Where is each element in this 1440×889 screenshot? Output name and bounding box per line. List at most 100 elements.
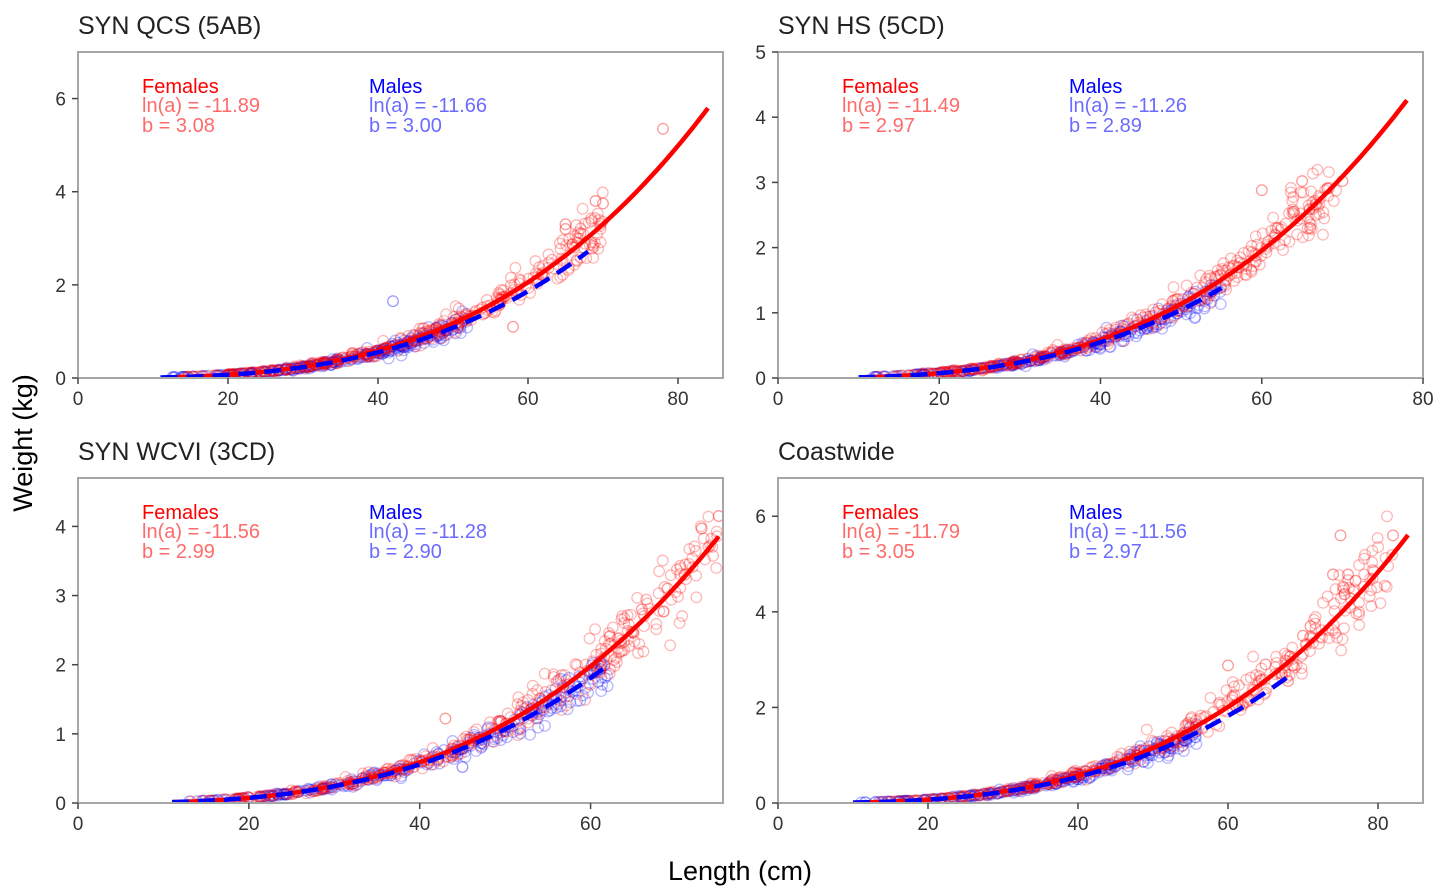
panel-frame — [777, 477, 1424, 804]
female-point — [656, 554, 669, 567]
female-point — [1313, 637, 1325, 650]
female-point — [1350, 607, 1363, 620]
female-point — [1240, 269, 1253, 282]
female-point — [1287, 208, 1300, 220]
female-point — [1236, 699, 1249, 712]
female-point — [1277, 244, 1289, 257]
male-point — [1180, 733, 1193, 746]
female-point — [409, 340, 422, 353]
female-point — [1343, 581, 1355, 594]
female-point — [578, 217, 591, 230]
female-point — [547, 671, 560, 683]
female-point — [468, 725, 480, 738]
female-point — [1327, 195, 1340, 207]
male-point — [434, 332, 447, 345]
male-point — [601, 680, 614, 693]
female-point — [1224, 252, 1237, 265]
female-point — [1150, 321, 1163, 334]
female-point — [1244, 671, 1257, 684]
male-point — [524, 728, 536, 741]
female-point — [637, 645, 650, 658]
male-point — [601, 669, 614, 682]
female-point — [1212, 698, 1225, 711]
female-point — [484, 716, 496, 729]
female-point — [672, 590, 684, 603]
male-point — [592, 675, 604, 688]
male-point — [434, 331, 447, 344]
female-point — [595, 643, 608, 655]
male-point — [456, 305, 469, 318]
female-point — [1134, 309, 1147, 322]
male-point — [459, 750, 472, 763]
female-point — [505, 287, 518, 300]
female-outlier-point — [1304, 222, 1317, 234]
female-point — [679, 558, 692, 571]
female-point — [571, 255, 584, 267]
female-point — [583, 238, 596, 251]
male-outlier-point — [387, 295, 399, 308]
x-tick-label: 20 — [917, 814, 938, 835]
female-point — [690, 591, 703, 604]
female-point — [569, 658, 582, 671]
female-outlier-point — [1297, 629, 1309, 642]
female-point — [1251, 238, 1264, 251]
female-point — [1284, 186, 1297, 199]
female-point — [1270, 656, 1283, 669]
male-point — [514, 723, 527, 736]
female-point — [589, 623, 602, 636]
male-point — [1172, 742, 1185, 755]
male-point — [1184, 307, 1197, 320]
female-point — [449, 300, 462, 313]
female-point — [1283, 207, 1295, 220]
female-point — [664, 569, 677, 582]
male-point — [579, 682, 592, 694]
female-outlier-point — [439, 712, 452, 725]
male-point — [1162, 749, 1175, 762]
female-point — [710, 561, 723, 574]
female-outlier-point — [1342, 568, 1354, 581]
female-point — [1237, 246, 1250, 259]
y-tick-label: 5 — [755, 43, 766, 64]
female-point — [511, 698, 524, 711]
female-point — [657, 605, 670, 618]
female-point — [1283, 235, 1296, 248]
female-point — [509, 261, 522, 274]
plot-area — [171, 510, 723, 803]
female-point — [1309, 622, 1322, 635]
female-point — [603, 627, 615, 640]
x-tick-label: 60 — [517, 389, 538, 410]
female-point — [1294, 186, 1307, 199]
female-point — [522, 694, 534, 706]
y-tick-label: 4 — [55, 183, 66, 204]
female-point — [556, 234, 569, 247]
female-point — [568, 241, 581, 254]
female-point — [1242, 245, 1255, 258]
female-point — [1203, 289, 1216, 302]
male-point — [1178, 734, 1191, 747]
male-point — [587, 656, 600, 669]
female-point — [1335, 644, 1348, 657]
male-point — [494, 734, 507, 746]
male-point — [554, 700, 567, 713]
female-point — [555, 703, 568, 716]
female-point — [1228, 680, 1241, 693]
male-point — [598, 671, 611, 684]
b-label: b = 3.05 — [842, 541, 915, 563]
female-point — [1322, 166, 1335, 179]
female-point — [1353, 619, 1366, 631]
female-point — [1278, 659, 1291, 672]
male-point — [395, 772, 407, 785]
female-point — [615, 634, 628, 647]
female-point — [586, 242, 599, 255]
female-point — [1281, 655, 1294, 668]
female-point — [1239, 268, 1251, 281]
female-point — [504, 271, 517, 284]
x-tick-label: 40 — [1090, 389, 1111, 410]
y-tick-label: 0 — [55, 794, 66, 815]
ln-a-label: ln(a) = -11.28 — [369, 521, 487, 543]
female-point — [1311, 163, 1324, 176]
female-point — [1253, 258, 1266, 271]
